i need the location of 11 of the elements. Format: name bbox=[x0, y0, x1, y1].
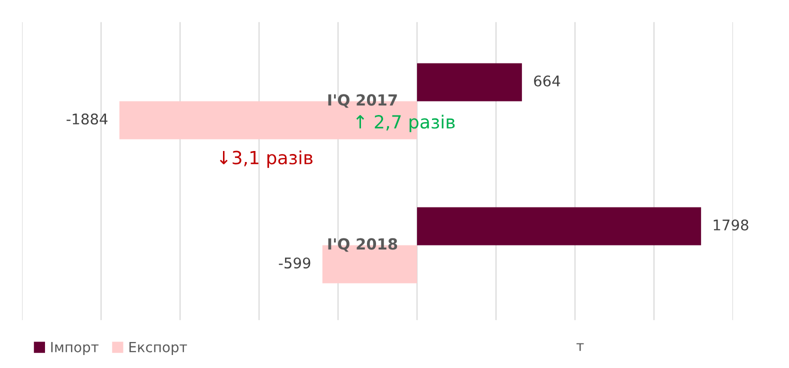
legend-label: Експорт bbox=[129, 342, 187, 356]
data-label: 1798 bbox=[714, 219, 748, 231]
y-tick-label: I'Q 2018 bbox=[328, 238, 398, 252]
legend-label: Імпорт bbox=[51, 342, 99, 356]
y-tick-label: I'Q 2017 bbox=[328, 94, 397, 108]
text: т bbox=[576, 343, 584, 351]
data-label: -1884 bbox=[66, 113, 108, 125]
data-label: -599 bbox=[278, 257, 310, 269]
data-label: 664 bbox=[534, 75, 560, 87]
annotation: ↑ 2,7 разів bbox=[356, 114, 455, 132]
annotation: ↓3,1 разів bbox=[220, 150, 312, 168]
